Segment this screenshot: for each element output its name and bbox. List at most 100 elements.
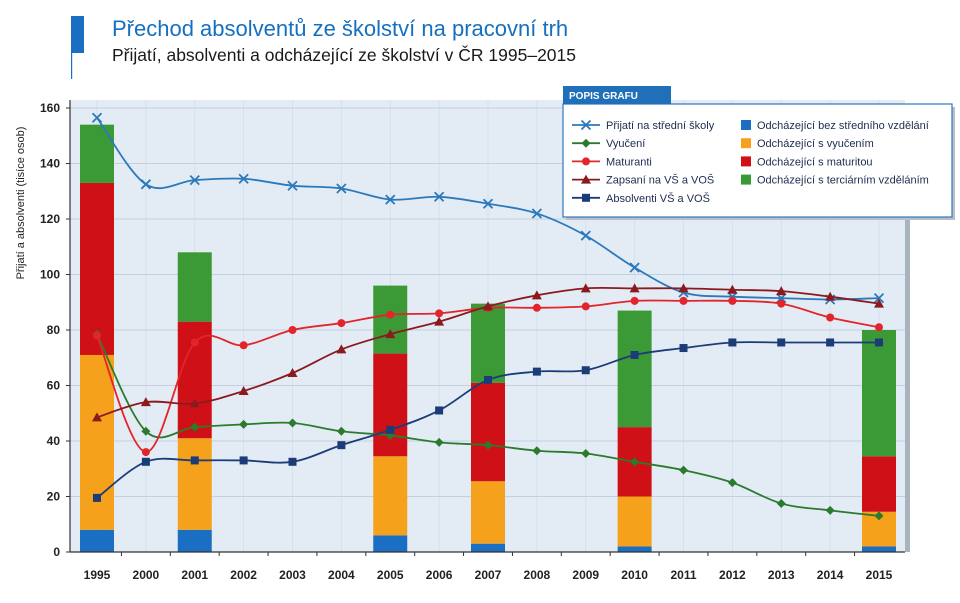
axes: 0 20 40 60 80 100 120 140 160 1995 2000 2001 2002 200…: [40, 100, 905, 582]
legend-item-bar-2: Odcházející s vyučením: [741, 138, 874, 150]
bar-2007-segment-3: [471, 382, 505, 482]
point-circle-icon: [239, 341, 248, 350]
legend-label: Odcházející s vyučením: [757, 138, 874, 150]
x-tick-label: 2009: [572, 568, 599, 582]
y-tick-label: 160: [40, 101, 60, 115]
point-x-icon: [531, 208, 543, 219]
point-triangle-icon: [531, 290, 542, 300]
legend-label: Zapsaní na VŠ a VOŠ: [606, 174, 714, 187]
point-x-icon: [238, 173, 249, 184]
series-markers-3: [93, 296, 883, 457]
point-circle-icon: [679, 296, 688, 305]
legend-square-icon: [582, 193, 590, 202]
point-x-icon: [385, 194, 396, 205]
point-x-icon: [189, 175, 200, 186]
y-tick-label: 100: [40, 268, 60, 282]
header-accent-bar: [71, 16, 84, 53]
x-tick-label: 2001: [181, 568, 208, 582]
point-diamond-icon: [483, 440, 493, 450]
legend: POPIS GRAFU Přijatí na střední školy Vyuče…: [562, 86, 955, 220]
point-square-icon: [239, 456, 248, 465]
point-triangle-icon: [385, 329, 396, 339]
point-diamond-icon: [825, 505, 835, 515]
bar-2007-segment-2: [471, 481, 505, 544]
legend-item-bar-3: Odcházející s maturitou: [741, 156, 873, 168]
y-tick-label: 140: [40, 157, 60, 171]
point-diamond-icon: [141, 426, 151, 436]
point-square-icon: [777, 338, 786, 347]
point-triangle-icon: [678, 283, 689, 293]
point-square-icon: [386, 425, 395, 434]
legend-item-line-1: Přijatí na střední školy: [572, 119, 715, 132]
x-tick-label: 1995: [84, 568, 111, 582]
x-tick-label: 2010: [621, 568, 648, 582]
x-tick-label: 2008: [524, 568, 551, 582]
point-triangle-icon: [629, 283, 640, 293]
bar-1995-segment-4: [80, 124, 114, 183]
bar-2005-segment-4: [373, 285, 408, 354]
point-triangle-icon: [825, 291, 836, 301]
point-square-icon: [93, 493, 101, 502]
y-tick-label: 20: [47, 490, 61, 504]
point-triangle-icon: [483, 301, 493, 311]
point-square-icon: [141, 457, 150, 466]
point-triangle-icon: [140, 397, 151, 407]
legend-square-icon: [741, 174, 751, 185]
point-x-icon: [873, 292, 885, 304]
point-circle-icon: [875, 323, 883, 332]
x-tick-label: 2000: [133, 568, 160, 582]
point-square-icon: [875, 338, 883, 347]
point-square-icon: [728, 338, 737, 347]
legend-label: Odcházející s terciárním vzděláním: [757, 175, 929, 187]
chart-title: Přechod absolventů ze školství na pracov…: [112, 16, 568, 41]
legend-label: Odcházející bez středního vzdělání: [757, 120, 929, 132]
x-tick-label: 2014: [817, 568, 844, 582]
point-circle-icon: [532, 303, 541, 312]
legend-item-line-2: Vyučení: [572, 138, 645, 150]
point-circle-icon: [630, 296, 639, 305]
point-circle-icon: [777, 299, 786, 308]
point-triangle-icon: [776, 286, 787, 296]
legend-item-line-5: Absolventi VŠ a VOŠ: [572, 192, 710, 205]
point-x-icon: [580, 230, 591, 241]
point-triangle-icon: [238, 386, 249, 396]
legend-label: Maturanti: [606, 156, 652, 168]
legend-circle-icon: [582, 157, 590, 166]
x-tick-label: 2006: [426, 568, 453, 582]
point-circle-icon: [288, 326, 297, 334]
point-x-icon: [629, 262, 640, 273]
point-square-icon: [190, 456, 199, 465]
bar-2001-segment-2: [177, 438, 212, 530]
point-circle-icon: [728, 296, 737, 305]
x-tick-label: 2013: [768, 568, 795, 582]
bar-2007-segment-4: [471, 303, 505, 383]
stacked-bars: [80, 124, 896, 552]
legend-box: [562, 103, 953, 218]
y-tick-label: 40: [47, 434, 61, 448]
legend-item-line-4: Zapsaní na VŠ a VOŠ: [572, 174, 714, 187]
line-series: [91, 112, 885, 521]
point-diamond-icon: [630, 457, 640, 467]
point-diamond-icon: [336, 426, 346, 436]
x-tick-label: 2015: [866, 568, 893, 582]
point-triangle-icon: [727, 284, 738, 294]
point-circle-icon: [826, 313, 835, 322]
y-tick-label: 60: [47, 379, 61, 393]
point-x-icon: [91, 112, 103, 123]
legend-triangle-icon: [581, 174, 591, 184]
bar-2001-segment-1: [177, 529, 212, 552]
legend-title-tab: [563, 86, 671, 104]
bar-2015-segment-1: [862, 546, 896, 552]
point-circle-icon: [581, 302, 590, 311]
point-x-icon: [482, 198, 494, 209]
bar-2005-segment-2: [373, 456, 408, 536]
y-axis-title: Přijatí a absolventi (tisíce osob): [15, 127, 27, 280]
y-tick-label: 120: [40, 212, 60, 226]
point-triangle-icon: [580, 283, 591, 293]
point-x-icon: [336, 183, 347, 194]
y-tick-label: 0: [53, 545, 60, 559]
x-tick-label: 2005: [377, 568, 404, 582]
bar-2005-segment-3: [373, 353, 408, 457]
point-diamond-icon: [239, 419, 249, 429]
